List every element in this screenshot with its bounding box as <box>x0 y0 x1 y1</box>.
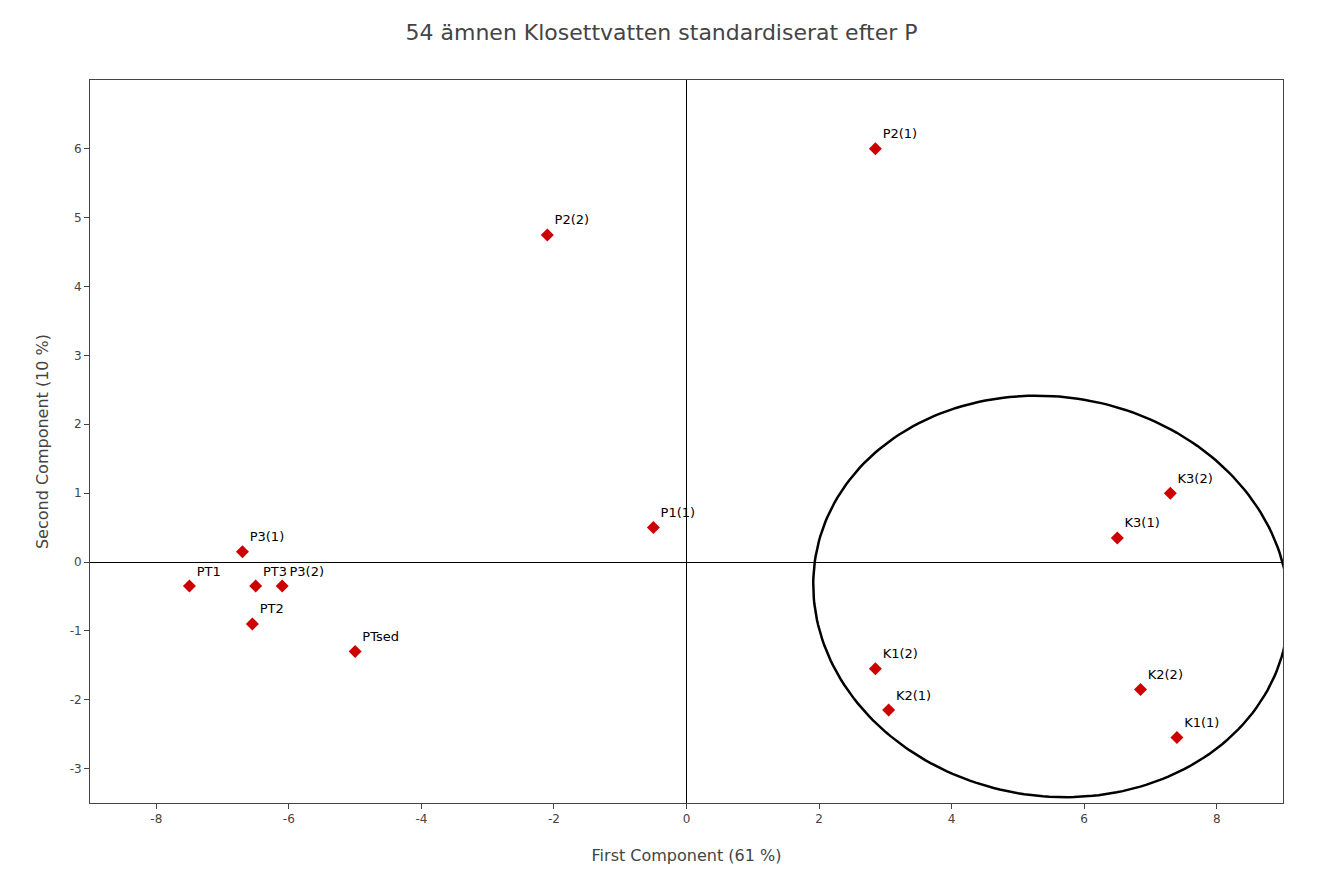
svg-text:First Component (61 %): First Component (61 %) <box>592 846 782 865</box>
svg-text:P3(1): P3(1) <box>250 529 285 544</box>
svg-text:-3: -3 <box>70 762 82 776</box>
svg-text:2: 2 <box>74 417 82 431</box>
svg-text:4: 4 <box>948 812 956 826</box>
svg-text:K1(2): K1(2) <box>883 646 918 661</box>
svg-text:K3(1): K3(1) <box>1125 515 1160 530</box>
svg-text:P2(2): P2(2) <box>555 212 590 227</box>
svg-text:PT3: PT3 <box>263 564 287 579</box>
svg-text:8: 8 <box>1213 812 1221 826</box>
svg-text:-1: -1 <box>70 624 82 638</box>
svg-text:6: 6 <box>74 142 82 156</box>
svg-text:1: 1 <box>74 486 82 500</box>
svg-text:K1(1): K1(1) <box>1184 715 1219 730</box>
svg-text:54 ämnen Klosettvatten standar: 54 ämnen Klosettvatten standardiserat ef… <box>406 20 918 45</box>
svg-text:0: 0 <box>74 555 82 569</box>
svg-text:5: 5 <box>74 211 82 225</box>
svg-text:P1(1): P1(1) <box>661 505 696 520</box>
svg-text:P2(1): P2(1) <box>883 126 918 141</box>
svg-text:P3(2): P3(2) <box>289 564 324 579</box>
svg-text:0: 0 <box>683 812 691 826</box>
svg-text:2: 2 <box>815 812 823 826</box>
svg-text:6: 6 <box>1080 812 1088 826</box>
svg-text:-2: -2 <box>70 693 82 707</box>
svg-text:PT2: PT2 <box>260 601 284 616</box>
svg-text:-4: -4 <box>415 812 427 826</box>
svg-text:-2: -2 <box>548 812 560 826</box>
svg-text:-6: -6 <box>283 812 295 826</box>
svg-text:4: 4 <box>74 280 82 294</box>
svg-text:-8: -8 <box>150 812 162 826</box>
svg-text:K2(1): K2(1) <box>896 688 931 703</box>
svg-text:3: 3 <box>74 349 82 363</box>
svg-text:PTsed: PTsed <box>362 629 399 644</box>
svg-text:K3(2): K3(2) <box>1178 471 1213 486</box>
svg-text:K2(2): K2(2) <box>1148 667 1183 682</box>
svg-text:Second Component (10 %): Second Component (10 %) <box>33 334 52 549</box>
svg-text:PT1: PT1 <box>197 564 221 579</box>
